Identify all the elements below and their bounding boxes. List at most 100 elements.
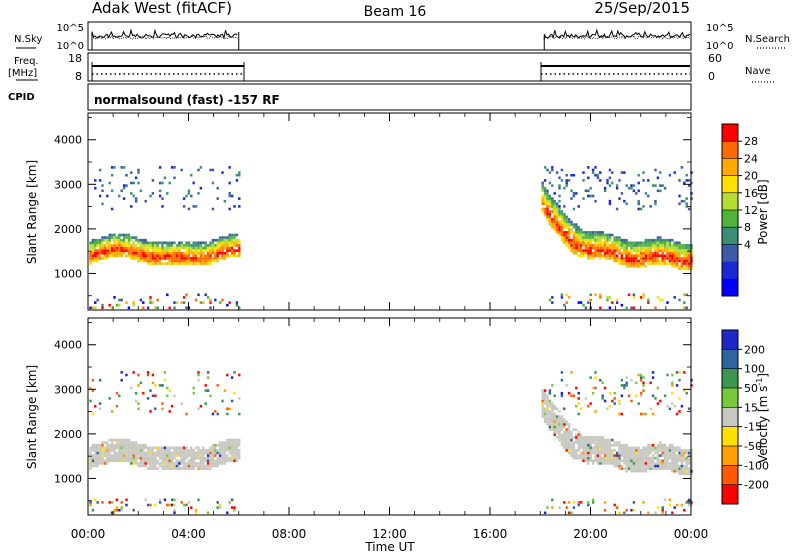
velocity-cell xyxy=(230,438,234,442)
velocity-cell xyxy=(570,433,573,437)
power-cell xyxy=(625,184,628,187)
velocity-cell xyxy=(579,441,583,444)
velocity-cell xyxy=(666,454,669,457)
power-cell xyxy=(120,189,123,193)
power-cell xyxy=(206,262,210,265)
velocity-cell xyxy=(154,464,157,468)
power-cell xyxy=(625,254,628,258)
velocity-cell xyxy=(613,503,616,507)
velocity-cell xyxy=(613,441,616,444)
power-cell xyxy=(551,184,554,187)
velocity-cell xyxy=(103,462,107,465)
power-cell xyxy=(190,173,193,177)
velocity-cell xyxy=(671,459,674,463)
power-cell xyxy=(579,301,583,304)
power-cell xyxy=(106,194,109,198)
velocity-cell xyxy=(115,391,119,395)
power-cell xyxy=(194,246,198,250)
power-cell xyxy=(115,251,119,255)
velocity-cell xyxy=(601,449,604,452)
power-cell xyxy=(115,238,119,242)
power-cell xyxy=(668,262,672,265)
power-cell xyxy=(582,254,585,258)
velocity-cell xyxy=(656,446,660,450)
power-cell xyxy=(553,220,556,224)
power-cell xyxy=(214,246,217,250)
power-colorbar-tick-label: 24 xyxy=(744,152,758,165)
power-cell xyxy=(137,251,140,255)
power-cell xyxy=(142,306,145,310)
cpid-panel: CPID normalsound (fast) -157 RF xyxy=(8,83,692,111)
power-cell xyxy=(615,244,619,247)
power-cell xyxy=(647,249,650,252)
power-cell xyxy=(156,246,159,250)
velocity-cell xyxy=(223,459,227,463)
velocity-cell xyxy=(190,446,193,450)
power-cell xyxy=(154,246,157,250)
power-cell xyxy=(209,251,212,255)
power-cell xyxy=(596,241,600,245)
power-cell xyxy=(563,233,566,237)
velocity-cell xyxy=(647,449,650,452)
velocity-cell xyxy=(675,459,679,463)
velocity-colorbar-tick-label: 100 xyxy=(744,363,765,376)
power-cell xyxy=(565,225,568,229)
power-cell xyxy=(668,238,672,242)
velocity-cell xyxy=(187,467,191,470)
power-cell xyxy=(235,244,239,247)
power-cell xyxy=(96,257,99,260)
velocity-cell xyxy=(570,454,573,457)
power-cell xyxy=(635,246,638,250)
velocity-cell xyxy=(570,446,573,450)
power-cell xyxy=(668,244,672,247)
power-cell xyxy=(587,231,590,234)
power-cell xyxy=(113,236,116,239)
power-cell xyxy=(608,202,612,206)
velocity-cell xyxy=(587,456,590,460)
velocity-cell xyxy=(627,456,631,460)
velocity-cell xyxy=(647,454,650,457)
power-cell xyxy=(620,257,624,260)
power-cell xyxy=(98,194,102,198)
velocity-cell xyxy=(144,446,147,450)
power-cell xyxy=(122,236,126,239)
power-cell xyxy=(156,298,159,302)
power-cell xyxy=(577,249,580,252)
power-cell xyxy=(197,192,200,195)
velocity-cell xyxy=(618,462,621,465)
power-cell xyxy=(555,210,559,213)
velocity-cell xyxy=(560,417,564,421)
power-cell xyxy=(113,251,116,255)
velocity-cell xyxy=(563,420,566,424)
velocity-cell xyxy=(238,412,241,416)
velocity-cell xyxy=(233,506,236,509)
power-cell xyxy=(197,244,200,247)
power-cell xyxy=(151,244,155,247)
power-cell xyxy=(594,249,597,252)
power-cell xyxy=(541,189,544,193)
power-cell xyxy=(668,257,672,260)
power-cell xyxy=(647,257,650,260)
power-cell xyxy=(197,251,200,255)
power-cell xyxy=(553,202,556,206)
power-cell xyxy=(606,244,609,247)
velocity-cell xyxy=(543,389,547,392)
velocity-cell xyxy=(649,449,652,452)
velocity-cell xyxy=(134,449,138,452)
velocity-cell xyxy=(647,511,650,515)
power-cell xyxy=(230,249,234,252)
power-cell xyxy=(661,249,664,252)
power-cell xyxy=(149,298,152,302)
velocity-cell xyxy=(591,391,595,395)
power-cell xyxy=(175,301,179,304)
velocity-cell xyxy=(596,459,600,463)
power-cell xyxy=(579,244,583,247)
velocity-cell xyxy=(134,441,138,444)
velocity-cell xyxy=(214,443,217,447)
power-cell xyxy=(543,199,547,203)
power-cell xyxy=(632,249,636,252)
power-cell xyxy=(618,236,621,239)
power-cell xyxy=(639,251,643,255)
power-cell xyxy=(202,241,205,245)
power-cell xyxy=(630,249,633,252)
